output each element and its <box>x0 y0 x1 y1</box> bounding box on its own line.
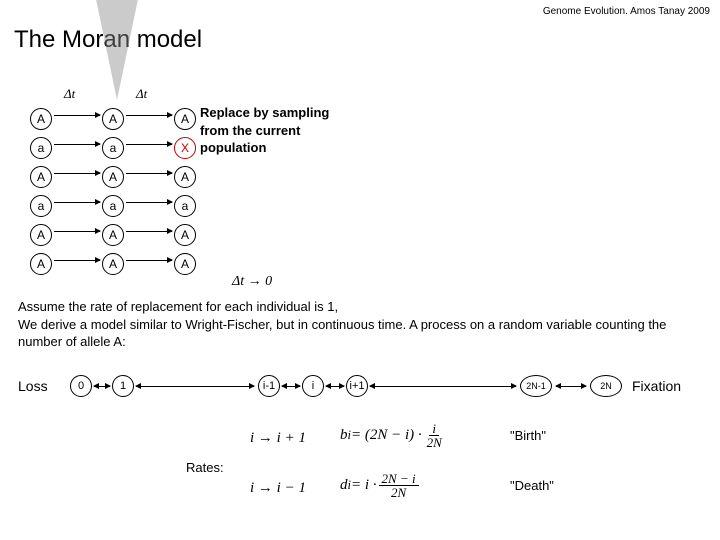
chain-arrow-icon <box>326 386 344 387</box>
death-rhs: di = i · 2N − i2N <box>340 472 421 499</box>
arrow-icon <box>126 202 172 203</box>
dt-row: Δt Δt <box>30 86 310 104</box>
diagram-row: AAA <box>30 220 310 249</box>
fixation-label: Fixation <box>632 378 681 394</box>
chain-node: i-1 <box>258 375 280 397</box>
chain-node: 2N-1 <box>520 375 552 397</box>
arrow-icon <box>54 115 100 116</box>
diagram-row: aaa <box>30 191 310 220</box>
arrow-icon <box>126 173 172 174</box>
population-diagram: Δt Δt AAAaaXAAAaaaAAAAAA Replace by samp… <box>30 86 310 278</box>
arrow-icon <box>54 260 100 261</box>
arrow-icon <box>126 260 172 261</box>
dt-to-zero: Δt → 0 <box>232 274 272 290</box>
population-node: a <box>30 195 52 217</box>
population-node: a <box>102 195 124 217</box>
chain-arrow-icon <box>94 386 110 387</box>
arrow-icon <box>54 231 100 232</box>
death-lhs: i → i − 1 <box>250 480 306 497</box>
population-node: A <box>102 166 124 188</box>
population-node: A <box>102 108 124 130</box>
chain-arrow-icon <box>556 386 586 387</box>
chain-node: 0 <box>70 375 92 397</box>
population-node: X <box>174 137 196 159</box>
chain-node: i <box>302 375 324 397</box>
chain-node: i+1 <box>346 375 368 397</box>
population-node: A <box>174 253 196 275</box>
birth-rhs: bi = (2N − i) · i2N <box>340 422 447 449</box>
population-node: a <box>102 137 124 159</box>
replace-caption: Replace by sampling from the current pop… <box>200 104 330 157</box>
chain-node: 1 <box>112 375 134 397</box>
birth-tag: "Birth" <box>510 428 546 443</box>
description-paragraph: Assume the rate of replacement for each … <box>18 298 702 351</box>
page-title: The Moran model <box>14 26 202 54</box>
population-node: a <box>174 195 196 217</box>
arrow-icon <box>54 202 100 203</box>
population-node: a <box>30 137 52 159</box>
header-citation: Genome Evolution. Amos Tanay 2009 <box>543 6 710 17</box>
arrow-icon <box>126 144 172 145</box>
population-node: A <box>174 224 196 246</box>
population-node: A <box>30 108 52 130</box>
population-node: A <box>30 224 52 246</box>
loss-label: Loss <box>18 378 48 394</box>
chain-arrow-icon <box>370 386 516 387</box>
population-node: A <box>102 253 124 275</box>
population-node: A <box>102 224 124 246</box>
dt-label-2: Δt <box>136 86 147 102</box>
population-node: A <box>174 166 196 188</box>
population-node: A <box>174 108 196 130</box>
population-node: A <box>30 166 52 188</box>
arrow-icon <box>54 173 100 174</box>
chain-node: 2N <box>590 375 622 397</box>
birth-lhs: i → i + 1 <box>250 430 306 447</box>
rates-label: Rates: <box>186 460 224 475</box>
chain-arrow-icon <box>282 386 300 387</box>
dt-label-1: Δt <box>64 86 75 102</box>
chain-arrow-icon <box>136 386 254 387</box>
arrow-icon <box>126 115 172 116</box>
state-chain: Loss Fixation 01 i-1 i i+1 2N-1 2N <box>0 368 720 408</box>
arrow-icon <box>54 144 100 145</box>
diagram-row: AAA <box>30 162 310 191</box>
death-tag: "Death" <box>510 478 554 493</box>
population-node: A <box>30 253 52 275</box>
arrow-icon <box>126 231 172 232</box>
